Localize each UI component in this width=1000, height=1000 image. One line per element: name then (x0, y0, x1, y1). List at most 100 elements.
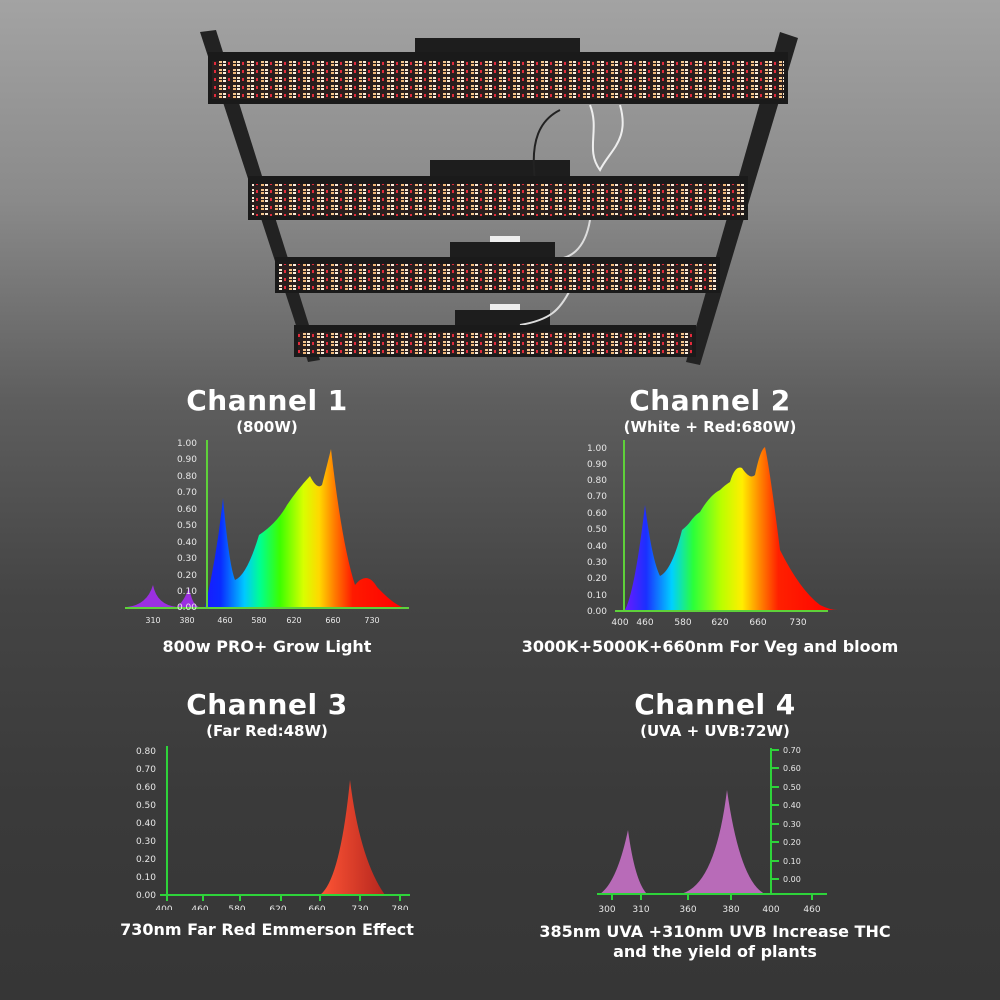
svg-text:0.60: 0.60 (587, 509, 607, 519)
svg-text:0.80: 0.80 (177, 472, 197, 482)
channel-3-x-axis: 400 460 580 620 660 730 780 (155, 905, 408, 910)
channel-3-caption: 730nm Far Red Emmerson Effect (120, 920, 414, 939)
svg-text:660: 660 (308, 905, 325, 910)
channel-2-title: Channel 2 (629, 384, 791, 417)
channel-3-panel: Channel 3 (Far Red:48W) 0.00 0.10 0.20 0.3… (17, 680, 517, 950)
svg-text:580: 580 (228, 905, 245, 910)
svg-text:0.20: 0.20 (783, 838, 801, 847)
channel-2-spectrum-chart: 0.00 0.10 0.20 0.30 0.40 0.50 0.60 0.70 0.80 0… (587, 440, 838, 628)
svg-text:0.00: 0.00 (177, 603, 197, 613)
svg-text:400: 400 (155, 905, 172, 910)
svg-text:300: 300 (598, 905, 615, 912)
svg-text:0.60: 0.60 (177, 505, 197, 515)
channel-2-x-axis: 400 460 580 620 660 730 (611, 618, 806, 628)
svg-text:0.90: 0.90 (587, 460, 607, 470)
channel-2-y-axis: 0.00 0.10 0.20 0.30 0.40 0.50 0.60 0.70 0.80 0… (587, 444, 607, 617)
svg-text:0.20: 0.20 (177, 571, 197, 581)
svg-text:0.50: 0.50 (783, 783, 801, 792)
light-bar-2 (248, 176, 748, 220)
svg-text:0.90: 0.90 (177, 455, 197, 465)
svg-text:310: 310 (145, 616, 160, 625)
channel-2-panel: Channel 2 (White + Red:680W) 0.00 0.10 0.2… (460, 380, 960, 660)
channel-4-x-axis: 300 310 360 380 400 460 (598, 905, 820, 912)
channel-2-caption: 3000K+5000K+660nm For Veg and bloom (521, 637, 899, 656)
svg-text:400: 400 (762, 905, 779, 912)
light-bar-3 (275, 257, 720, 293)
svg-text:380: 380 (722, 905, 739, 912)
svg-text:0.80: 0.80 (587, 476, 607, 486)
svg-text:620: 620 (286, 616, 301, 625)
channel-1-subtitle: (800W) (236, 418, 298, 436)
svg-text:0.00: 0.00 (587, 607, 607, 617)
svg-text:0.70: 0.70 (136, 765, 156, 775)
channel-1-caption: 800w PRO+ Grow Light (162, 637, 372, 656)
svg-text:660: 660 (749, 618, 766, 628)
svg-text:0.10: 0.10 (177, 587, 197, 597)
svg-text:400: 400 (611, 618, 628, 628)
channel-4-caption-line-2: and the yield of plants (613, 942, 817, 961)
channel-4-caption: 385nm UVA +310nm UVB Increase THC and th… (465, 922, 965, 962)
svg-text:0.80: 0.80 (136, 747, 156, 757)
channel-1-x-axis: 310 380 460 580 620 660 730 (145, 616, 379, 625)
svg-text:360: 360 (679, 905, 696, 912)
svg-text:460: 460 (217, 616, 232, 625)
channel-1-spectrum-chart: 0.00 0.10 0.20 0.30 0.40 0.50 0.60 0.70 0.80 0… (125, 439, 409, 625)
svg-text:730: 730 (364, 616, 379, 625)
channel-1-y-axis: 0.00 0.10 0.20 0.30 0.40 0.50 0.60 0.70 0.80 0… (177, 439, 197, 613)
channel-2-subtitle: (White + Red:680W) (623, 418, 797, 436)
svg-text:0.20: 0.20 (136, 855, 156, 865)
channel-3-title: Channel 3 (186, 688, 348, 721)
channel-3-y-axis: 0.00 0.10 0.20 0.30 0.40 0.50 0.60 0.70 0.80 (136, 747, 156, 901)
svg-text:620: 620 (711, 618, 728, 628)
svg-text:730: 730 (789, 618, 806, 628)
channel-4-subtitle: (UVA + UVB:72W) (640, 722, 790, 740)
svg-text:0.40: 0.40 (136, 819, 156, 829)
svg-text:460: 460 (191, 905, 208, 910)
svg-text:0.70: 0.70 (587, 492, 607, 502)
channel-4-panel: Channel 4 (UVA + UVB:72W) 0.70 0.60 0.50 0… (465, 680, 965, 980)
svg-text:0.40: 0.40 (177, 538, 197, 548)
svg-text:0.10: 0.10 (783, 857, 801, 866)
svg-text:0.30: 0.30 (177, 554, 197, 564)
svg-text:0.70: 0.70 (783, 746, 801, 755)
svg-text:0.40: 0.40 (783, 801, 801, 810)
grow-light-product-image (200, 30, 798, 365)
svg-text:0.30: 0.30 (587, 558, 607, 568)
svg-text:460: 460 (803, 905, 820, 912)
svg-text:0.60: 0.60 (136, 783, 156, 793)
light-bar-1 (208, 52, 788, 104)
svg-text:0.50: 0.50 (136, 801, 156, 811)
svg-text:0.50: 0.50 (587, 525, 607, 535)
svg-text:0.50: 0.50 (177, 521, 197, 531)
svg-text:660: 660 (325, 616, 340, 625)
svg-text:380: 380 (179, 616, 194, 625)
channel-4-title: Channel 4 (634, 688, 796, 721)
svg-text:580: 580 (251, 616, 266, 625)
svg-text:0.70: 0.70 (177, 488, 197, 498)
svg-text:620: 620 (269, 905, 286, 910)
svg-text:0.60: 0.60 (783, 764, 801, 773)
svg-text:0.10: 0.10 (136, 873, 156, 883)
svg-text:460: 460 (636, 618, 653, 628)
channel-3-subtitle: (Far Red:48W) (206, 722, 328, 740)
channel-1-title: Channel 1 (186, 384, 348, 417)
svg-text:580: 580 (674, 618, 691, 628)
svg-text:0.10: 0.10 (587, 591, 607, 601)
channel-4-spectrum-chart: 0.70 0.60 0.50 0.40 0.30 0.20 0.10 0.00 300 31… (597, 746, 827, 912)
svg-text:780: 780 (391, 905, 408, 910)
svg-text:310: 310 (632, 905, 649, 912)
svg-text:1.00: 1.00 (587, 444, 607, 454)
channel-4-caption-line-1: 385nm UVA +310nm UVB Increase THC (539, 922, 891, 941)
svg-text:0.00: 0.00 (136, 891, 156, 901)
channel-3-spectrum-chart: 0.00 0.10 0.20 0.30 0.40 0.50 0.60 0.70 0.80 4… (136, 746, 410, 910)
svg-text:0.20: 0.20 (587, 574, 607, 584)
svg-text:0.00: 0.00 (783, 875, 801, 884)
light-bar-4 (294, 325, 696, 357)
svg-text:730: 730 (351, 905, 368, 910)
channel-4-y-axis: 0.70 0.60 0.50 0.40 0.30 0.20 0.10 0.00 (783, 746, 801, 884)
svg-text:0.30: 0.30 (136, 837, 156, 847)
svg-text:0.40: 0.40 (587, 542, 607, 552)
svg-text:0.30: 0.30 (783, 820, 801, 829)
channel-1-panel: Channel 1 (800W) 0.00 0.10 0.20 0.30 0.40 0.… (17, 380, 517, 660)
svg-text:1.00: 1.00 (177, 439, 197, 449)
